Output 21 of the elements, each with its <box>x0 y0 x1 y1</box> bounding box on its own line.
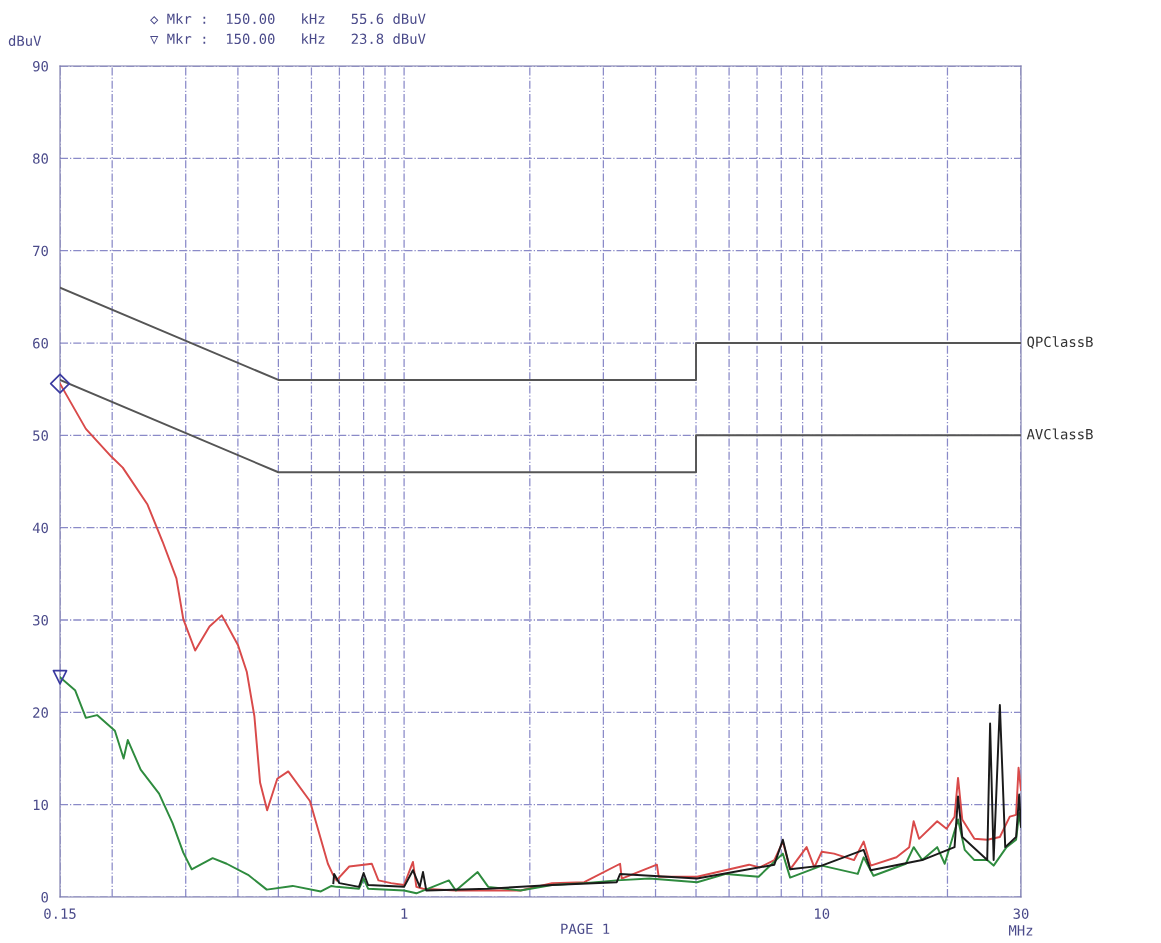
y-tick-label: 20 <box>33 707 48 718</box>
y-tick-label: 80 <box>33 153 48 164</box>
text: ▽ Mkr : 150.00 kHz 23.8 dBuV <box>150 33 426 45</box>
y-tick-label: 70 <box>33 245 48 257</box>
y-tick-label: 10 <box>33 799 48 811</box>
x-tick-label: 30 <box>1013 908 1029 919</box>
x-tick-label: 10 <box>815 908 830 919</box>
y-tick-label: 30 <box>33 615 48 626</box>
x-tick-label: 0.15 <box>44 908 76 919</box>
series-label: QPClassB <box>1027 336 1093 349</box>
y-tick-label: 90 <box>33 61 48 72</box>
y-tick-label: 40 <box>32 522 48 534</box>
y-axis-title: dBuV <box>8 35 42 47</box>
x-tick-label: 1 <box>401 908 408 919</box>
x-axis-title: MHz <box>1009 925 1033 936</box>
y-tick-label: 50 <box>33 430 48 441</box>
y-tick-label: 60 <box>33 338 48 349</box>
text: PAGE 1 <box>561 923 610 935</box>
series-label: AVClassB <box>1026 428 1093 440</box>
y-tick-label: 0 <box>41 892 48 903</box>
text: ◇ Mkr : 150.00 kHz 55.6 dBuV <box>150 13 426 25</box>
